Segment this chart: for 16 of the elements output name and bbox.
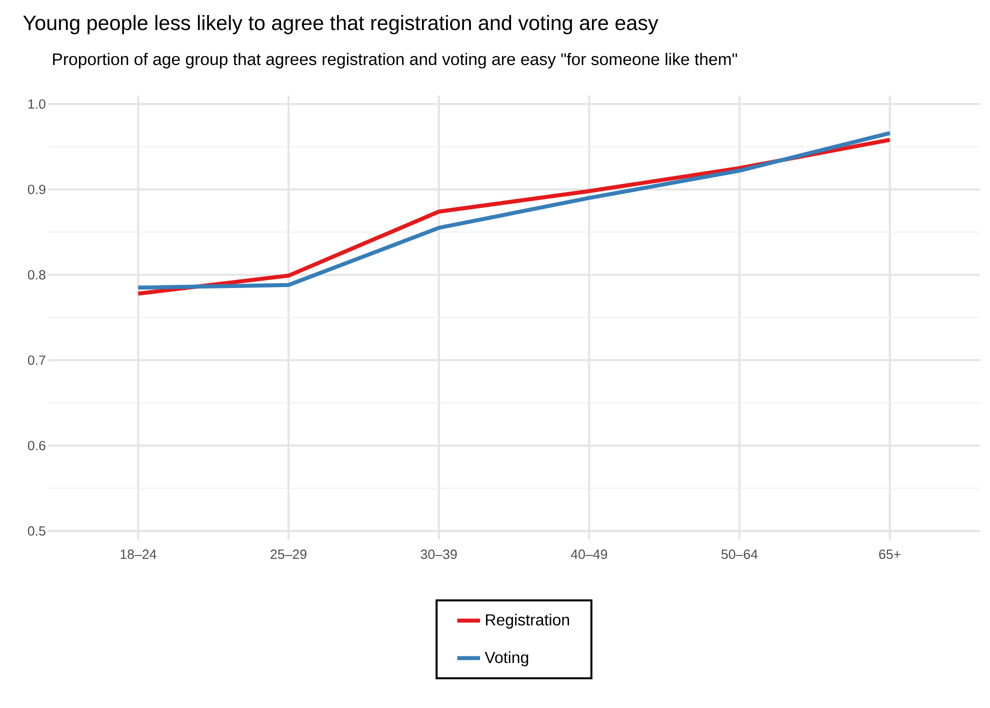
y-tick-label: 0.6: [28, 440, 46, 450]
x-tick-label: 40–49: [570, 550, 608, 559]
x-tick-label: 65+: [879, 550, 900, 559]
y-tick-label: 1.0: [28, 99, 46, 109]
x-tick-label: 18–24: [120, 550, 156, 559]
x-tick-label: 30–39: [420, 550, 457, 559]
legend-label: Registration: [486, 614, 570, 629]
y-tick-label: 0.7: [28, 355, 46, 365]
x-tick-label: 50–64: [721, 550, 758, 559]
y-tick-label: 0.8: [28, 270, 46, 280]
y-tick-label: 0.9: [28, 184, 46, 194]
legend-label: Voting: [484, 651, 528, 666]
chart-subtitle: Proportion of age group that agrees registration and voting are easy "for someone like them": [53, 52, 738, 68]
x-tick-label: 25–29: [270, 550, 306, 559]
chart-title: Young people less likely to agree that registration and voting are easy: [23, 15, 658, 34]
y-tick-label: 0.5: [28, 526, 46, 536]
